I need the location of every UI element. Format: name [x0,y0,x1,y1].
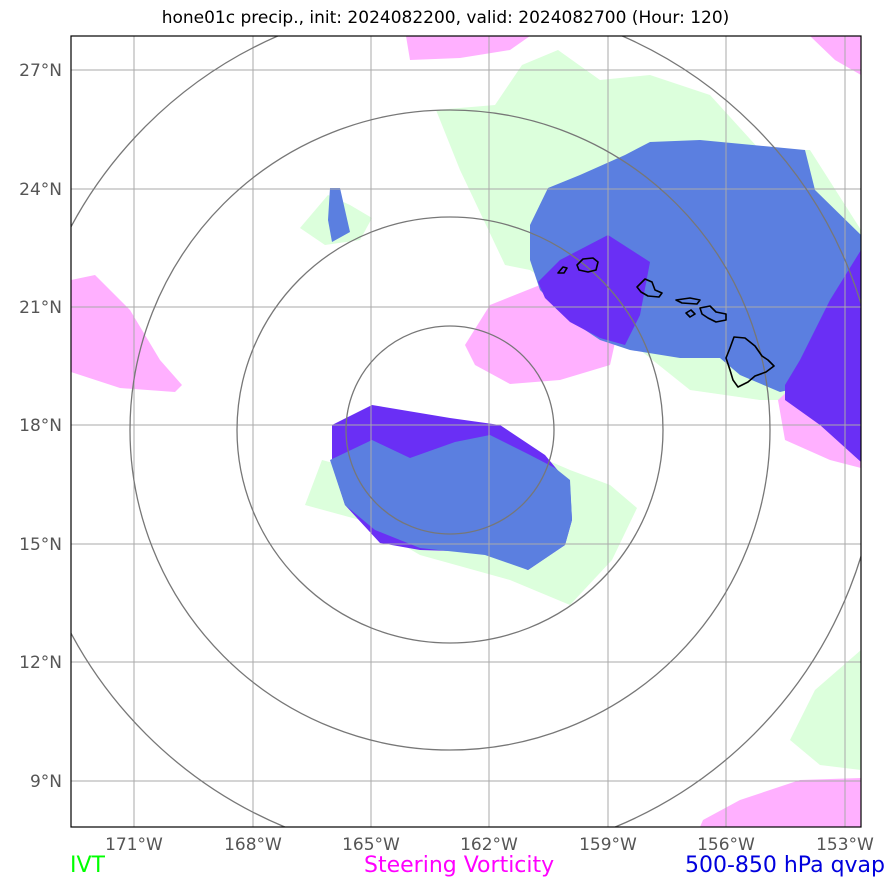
lon-label: 153°W [816,835,874,855]
longitude-labels: 171°W 168°W 165°W 162°W 159°W 156°W 153°… [105,835,874,855]
coastline-niihau [557,266,568,274]
legend-qvap: 500-850 hPa qvap [684,853,885,878]
lon-label: 171°W [105,835,163,855]
coastline-oahu [636,278,663,298]
coastline-kauai [576,257,599,273]
lat-label: 18°N [19,416,62,436]
ivt-region-southeast [790,650,861,770]
lon-label: 156°W [697,835,755,855]
range-rings [71,36,861,827]
lon-label: 165°W [342,835,400,855]
legend-ivt: IVT [70,853,105,878]
qvap-region-west-sliver [328,188,350,242]
coastline-lanai [685,309,696,318]
vorticity-region-west [71,275,182,392]
lon-label: 162°W [460,835,518,855]
lat-label: 24°N [19,180,62,200]
coastlines [557,257,775,388]
legend-steering-vorticity: Steering Vorticity [364,853,555,878]
lat-label: 15°N [19,535,62,555]
lon-label: 168°W [224,835,282,855]
latitude-labels: 27°N 24°N 21°N 18°N 15°N 12°N 9°N [19,61,62,792]
qvap-region-south [330,435,572,570]
coastline-maui [699,305,727,323]
lat-label: 27°N [19,61,62,81]
coastline-hawaii [725,336,775,388]
map-title: hone01c precip., init: 2024082200, valid… [161,8,730,28]
qvap-strong-region-islands [538,235,650,345]
lat-label: 9°N [30,772,62,792]
qvap-fields [328,140,861,570]
lat-label: 12°N [19,653,62,673]
lat-label: 21°N [19,298,62,318]
coastline-molokai [675,297,701,305]
map-frame [70,35,862,828]
lon-label: 159°W [579,835,637,855]
vorticity-region-southeast [700,778,861,827]
vorticity-region-top [406,36,530,60]
vorticity-region-topright [810,36,861,75]
gridlines [71,36,861,827]
qvap-strong-region-east [785,250,861,462]
